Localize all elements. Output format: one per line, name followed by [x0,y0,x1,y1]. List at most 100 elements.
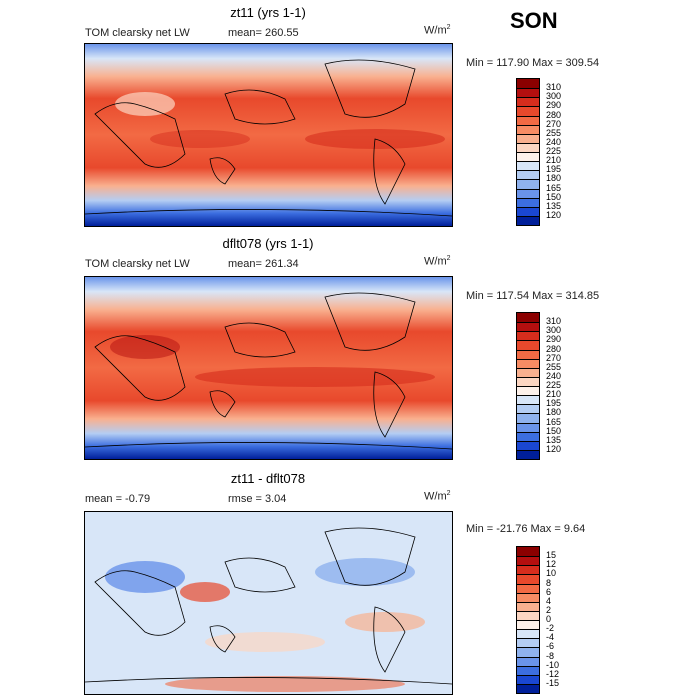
colorbar-cell [517,656,539,666]
colorbar-label: 225 [546,380,562,390]
colorbar-cell [517,197,539,207]
colorbar-cell [517,638,539,648]
colorbar-cell [517,683,539,693]
colorbar-label: 4 [546,595,552,606]
colorbar-cell [517,665,539,675]
colorbar-cell [517,322,539,332]
colorbar-label: 150 [546,191,562,202]
colorbar-label: 135 [546,434,562,445]
colorbar-label: 310 [546,82,562,93]
colorbar-label: 2 [546,604,552,615]
colorbar-label: 300 [546,91,562,102]
panel-3-title: zt11 - dflt078 [230,471,306,486]
colorbar-cell [517,115,539,125]
colorbar-label: 135 [546,200,562,211]
colorbar-label: 195 [546,164,562,175]
panel-1-map [84,43,453,227]
colorbar-cell [517,340,539,350]
colorbar-cell [517,349,539,359]
panel-1-units: W/m2 [424,24,451,37]
colorbar-label: 300 [546,325,562,336]
colorbar-label: 0 [546,614,552,624]
colorbar-label: -6 [546,641,555,652]
colorbar-label: 180 [546,407,562,418]
panel-1-variable: TOM clearsky net LW [85,27,190,39]
colorbar-cell [517,422,539,432]
panel-2-range: Min = 117.54 Max = 314.85 [466,290,600,302]
colorbar-label: 280 [546,109,562,120]
colorbar-cell [517,188,539,198]
colorbar-cell [517,133,539,143]
panel-1-mean: mean= 260.55 [228,27,299,39]
colorbar-label: 165 [546,182,562,193]
colorbar-label: 280 [546,343,562,354]
colorbar-cell [517,629,539,639]
colorbar-label: 270 [546,118,562,129]
colorbar-label: 210 [546,389,562,400]
colorbar-label: -4 [546,632,555,643]
panel-2-map [84,276,453,460]
panel-2-title: dflt078 (yrs 1-1) [222,236,314,251]
panel-3-units: W/m2 [424,490,451,503]
colorbar-cell [517,215,539,225]
colorbar-cell [517,313,539,323]
colorbar-label: 225 [546,146,562,156]
colorbar-label: 150 [546,425,562,436]
colorbar-label: 180 [546,173,562,184]
panel-3-map [84,511,453,695]
colorbar-cell [517,206,539,216]
colorbar-label: 165 [546,416,562,427]
colorbar-label: 255 [546,361,562,372]
colorbar-cell [517,592,539,602]
colorbar-cell [517,449,539,459]
colorbar-label: -8 [546,650,555,661]
colorbar-cell [517,547,539,557]
colorbar-label: -12 [546,668,560,679]
colorbar-cell [517,431,539,441]
colorbar-cell [517,620,539,630]
colorbar-cell [517,395,539,405]
colorbar-cell [517,88,539,98]
panel-3-rmse: rmse = 3.04 [228,493,287,505]
colorbar-label: 240 [546,370,562,381]
panel-2-mean: mean= 261.34 [228,258,299,270]
colorbar-cell [517,376,539,386]
panel-2-units: W/m2 [424,255,451,268]
colorbar-label: -15 [546,677,560,688]
colorbar-label: 210 [546,155,562,166]
colorbar-cell [517,574,539,584]
season-label: SON [510,8,558,33]
colorbar-cell [517,124,539,134]
colorbar-cell [517,674,539,684]
panel-1-colorbar: 310 300 290 280 270 255 240 225 210 195 180 165 150 1… [516,78,561,226]
colorbar-label: 290 [546,100,562,111]
colorbar-label: 10 [546,568,557,579]
colorbar-label: 255 [546,127,562,138]
colorbar-cell [517,556,539,566]
colorbar-cell [517,583,539,593]
colorbar-cell [517,413,539,423]
colorbar-label: 6 [546,586,552,597]
colorbar-cell [517,404,539,414]
colorbar-label: 120 [546,443,562,454]
colorbar-label: 12 [546,559,557,570]
colorbar-cell [517,106,539,116]
colorbar-cell [517,358,539,368]
colorbar-cell [517,142,539,152]
colorbar-label: 310 [546,316,562,327]
colorbar-cell [517,179,539,189]
colorbar-label: 15 [546,550,557,561]
colorbar-label: 290 [546,334,562,345]
colorbar-label: 195 [546,398,562,409]
colorbar-label: -10 [546,659,560,670]
colorbar-cell [517,79,539,89]
panel-3-mean: mean = -0.79 [85,493,151,505]
colorbar-cell [517,647,539,657]
panel-3-colorbar: 15 12 10 8 6 4 2 0 -2 -4 -6 -8 -10 -12 -15 [516,546,559,694]
colorbar-label: 120 [546,209,562,220]
colorbar-cell [517,367,539,377]
colorbar-label: -2 [546,623,555,634]
colorbar-cell [517,386,539,396]
panel-1-title: zt11 (yrs 1-1) [230,5,306,20]
panel-2-variable: TOM clearsky net LW [85,258,190,270]
